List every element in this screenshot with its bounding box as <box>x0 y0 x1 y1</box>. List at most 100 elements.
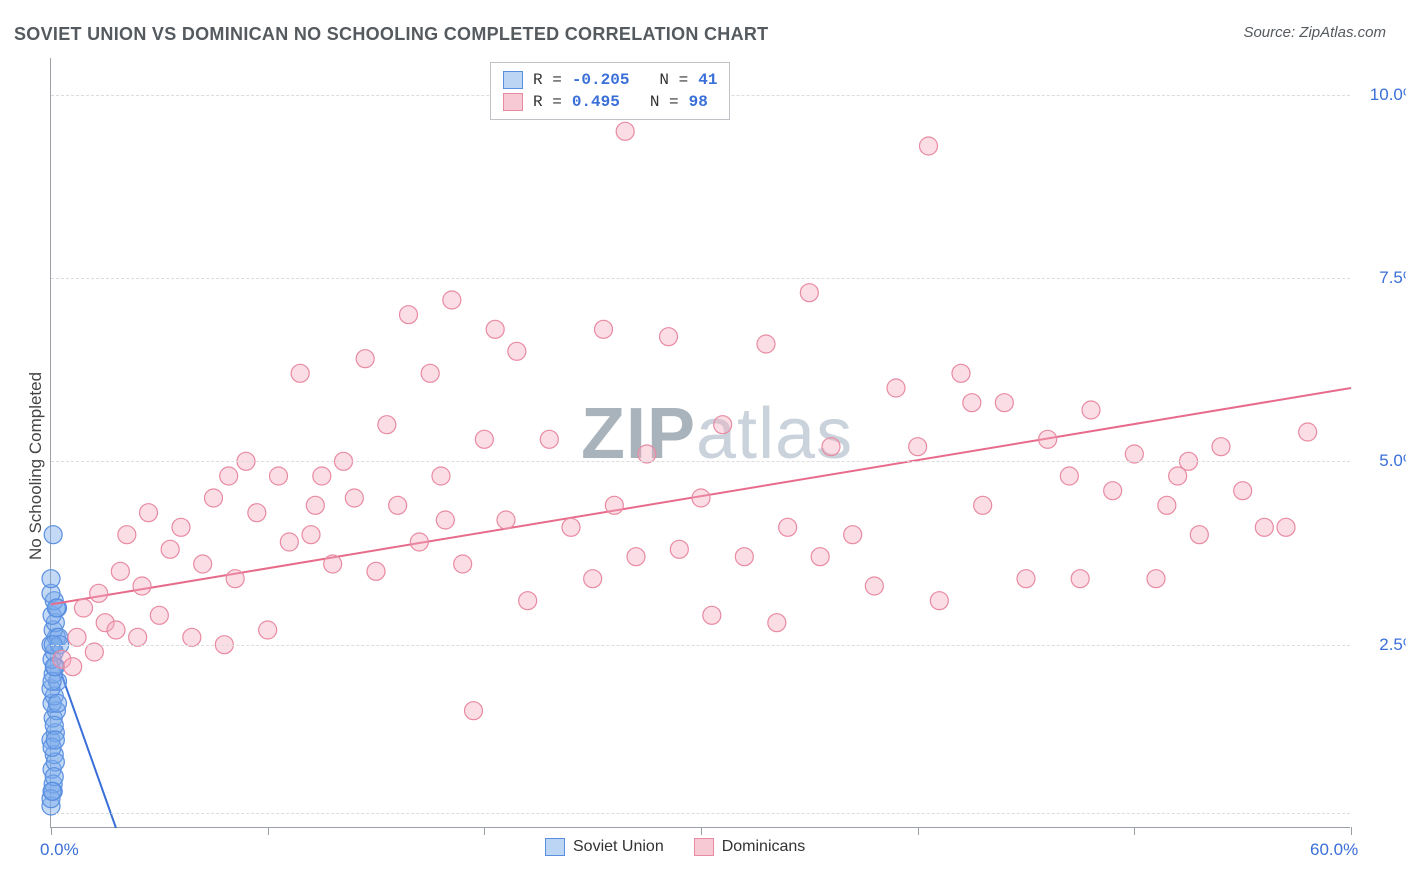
data-point <box>172 518 190 536</box>
data-point <box>660 328 678 346</box>
data-point <box>519 592 537 610</box>
data-point <box>306 496 324 514</box>
plot-svg <box>51 58 1350 827</box>
data-point <box>670 540 688 558</box>
legend-bottom: Soviet Union Dominicans <box>545 838 805 856</box>
data-point <box>410 533 428 551</box>
data-point <box>64 658 82 676</box>
data-point <box>42 570 60 588</box>
x-tick <box>1134 827 1135 835</box>
r-label: R = <box>533 91 562 113</box>
data-point <box>280 533 298 551</box>
x-tick <box>484 827 485 835</box>
data-point <box>930 592 948 610</box>
data-point <box>111 562 129 580</box>
x-tick <box>268 827 269 835</box>
swatch-soviet <box>503 71 523 89</box>
data-point <box>1125 445 1143 463</box>
legend-item-dominican: Dominicans <box>694 838 806 856</box>
data-point <box>1147 570 1165 588</box>
gridline-h <box>51 278 1350 279</box>
data-point <box>436 511 454 529</box>
data-point <box>150 606 168 624</box>
data-point <box>1158 496 1176 514</box>
data-point <box>1071 570 1089 588</box>
data-point <box>920 137 938 155</box>
n-value-dominican: 98 <box>689 91 708 113</box>
data-point <box>757 335 775 353</box>
data-point <box>605 496 623 514</box>
chart-title: SOVIET UNION VS DOMINICAN NO SCHOOLING C… <box>14 24 768 45</box>
data-point <box>324 555 342 573</box>
data-point <box>887 379 905 397</box>
data-point <box>345 489 363 507</box>
data-point <box>486 320 504 338</box>
data-point <box>220 467 238 485</box>
x-axis-end-label: 60.0% <box>1310 840 1358 860</box>
data-point <box>302 526 320 544</box>
data-point <box>389 496 407 514</box>
data-point <box>259 621 277 639</box>
data-point <box>465 702 483 720</box>
data-point <box>205 489 223 507</box>
r-value-soviet: -0.205 <box>572 69 630 91</box>
data-point <box>421 364 439 382</box>
data-point <box>952 364 970 382</box>
data-point <box>800 284 818 302</box>
data-point <box>584 570 602 588</box>
x-axis-start-label: 0.0% <box>40 840 79 860</box>
data-point <box>90 584 108 602</box>
data-point <box>1234 482 1252 500</box>
data-point <box>129 628 147 646</box>
data-point <box>378 416 396 434</box>
data-point <box>909 438 927 456</box>
x-tick <box>51 827 52 835</box>
data-point <box>692 489 710 507</box>
data-point <box>844 526 862 544</box>
data-point <box>779 518 797 536</box>
data-point <box>974 496 992 514</box>
x-tick <box>701 827 702 835</box>
legend-row-soviet: R = -0.205 N = 41 <box>503 69 717 91</box>
data-point <box>1039 430 1057 448</box>
data-point <box>1104 482 1122 500</box>
legend-label-soviet: Soviet Union <box>573 838 664 856</box>
swatch-dominican-bottom <box>694 838 714 856</box>
data-point <box>43 782 61 800</box>
swatch-dominican <box>503 93 523 111</box>
source-citation: Source: ZipAtlas.com <box>1243 24 1386 41</box>
data-point <box>161 540 179 558</box>
swatch-soviet-bottom <box>545 838 565 856</box>
data-point <box>963 394 981 412</box>
data-point <box>107 621 125 639</box>
data-point <box>140 504 158 522</box>
gridline-h <box>51 461 1350 462</box>
x-tick <box>918 827 919 835</box>
data-point <box>248 504 266 522</box>
data-point <box>714 416 732 434</box>
legend-label-dominican: Dominicans <box>722 838 806 856</box>
data-point <box>995 394 1013 412</box>
data-point <box>1017 570 1035 588</box>
data-point <box>46 731 64 749</box>
data-point <box>811 548 829 566</box>
y-tick-label: 2.5% <box>1358 635 1406 655</box>
data-point <box>44 526 62 544</box>
data-point <box>562 518 580 536</box>
y-tick-label: 10.0% <box>1358 85 1406 105</box>
data-point <box>194 555 212 573</box>
data-point <box>49 694 67 712</box>
data-point <box>68 628 86 646</box>
data-point <box>822 438 840 456</box>
data-point <box>1060 467 1078 485</box>
plot-area: ZIPatlas <box>50 58 1350 828</box>
data-point <box>865 577 883 595</box>
data-point <box>703 606 721 624</box>
data-point <box>291 364 309 382</box>
data-point <box>85 643 103 661</box>
legend-item-soviet: Soviet Union <box>545 838 664 856</box>
data-point <box>367 562 385 580</box>
data-point <box>270 467 288 485</box>
r-label: R = <box>533 69 562 91</box>
data-point <box>118 526 136 544</box>
